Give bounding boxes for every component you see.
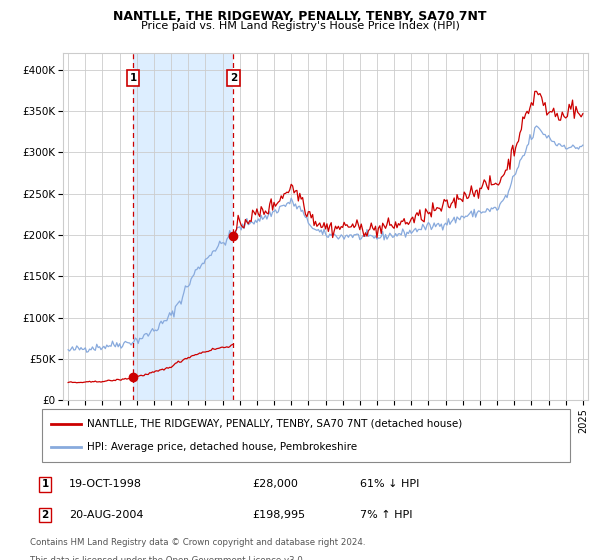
Bar (133, 53, 233, 400)
Text: 61% ↓ HPI: 61% ↓ HPI (360, 479, 419, 489)
Text: 1: 1 (130, 73, 137, 83)
Text: NANTLLE, THE RIDGEWAY, PENALLY, TENBY, SA70 7NT (detached house): NANTLLE, THE RIDGEWAY, PENALLY, TENBY, S… (87, 419, 462, 429)
Text: 1: 1 (41, 479, 49, 489)
Text: This data is licensed under the Open Government Licence v3.0.: This data is licensed under the Open Gov… (30, 556, 305, 560)
Text: Contains HM Land Registry data © Crown copyright and database right 2024.: Contains HM Land Registry data © Crown c… (30, 538, 365, 547)
Text: HPI: Average price, detached house, Pembrokeshire: HPI: Average price, detached house, Pemb… (87, 442, 357, 452)
Text: 19-OCT-1998: 19-OCT-1998 (69, 479, 142, 489)
Text: Price paid vs. HM Land Registry's House Price Index (HPI): Price paid vs. HM Land Registry's House … (140, 21, 460, 31)
Text: 2: 2 (230, 73, 237, 83)
Text: 20-AUG-2004: 20-AUG-2004 (69, 510, 143, 520)
Text: 2: 2 (41, 510, 49, 520)
Text: 7% ↑ HPI: 7% ↑ HPI (360, 510, 413, 520)
Text: £198,995: £198,995 (252, 510, 305, 520)
Text: NANTLLE, THE RIDGEWAY, PENALLY, TENBY, SA70 7NT: NANTLLE, THE RIDGEWAY, PENALLY, TENBY, S… (113, 10, 487, 23)
Text: £28,000: £28,000 (252, 479, 298, 489)
